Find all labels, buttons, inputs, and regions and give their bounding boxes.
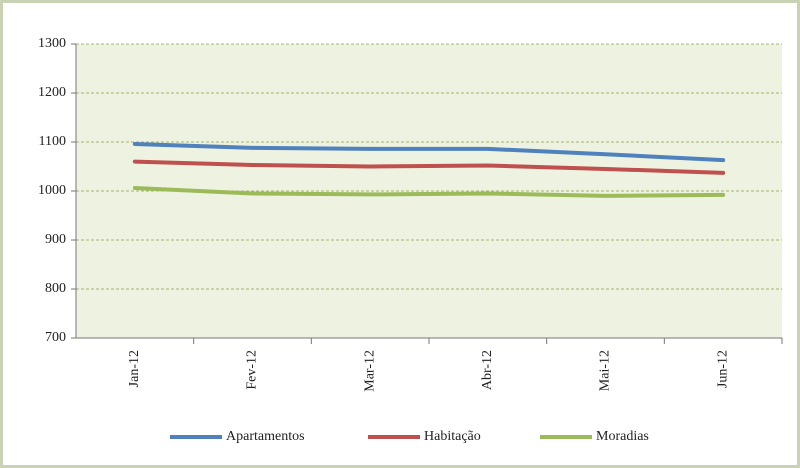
y-tick-label: 800 (45, 281, 66, 296)
y-tick-label: 900 (45, 232, 66, 247)
series-line (132, 141, 726, 163)
series-line (132, 159, 726, 175)
y-tick-label: 1100 (39, 134, 66, 149)
x-tick-label: Fev-12 (245, 350, 260, 390)
legend-label: Apartamentos (226, 429, 305, 444)
x-tick-label: Jan-12 (127, 350, 142, 387)
x-tick-label: Abr-12 (480, 350, 495, 390)
x-tick-label: Mar-12 (362, 350, 377, 392)
y-tick-label: 1000 (38, 183, 66, 198)
x-tick-label: Mai-12 (598, 350, 613, 391)
y-tick-label: 1200 (38, 85, 66, 100)
legend-label: Moradias (596, 429, 649, 444)
y-tick-label: 700 (45, 330, 66, 345)
y-tick-label: 1300 (38, 36, 66, 51)
x-tick-label: Jun-12 (715, 350, 730, 388)
series-line (132, 186, 726, 198)
legend-label: Habitação (424, 429, 481, 444)
